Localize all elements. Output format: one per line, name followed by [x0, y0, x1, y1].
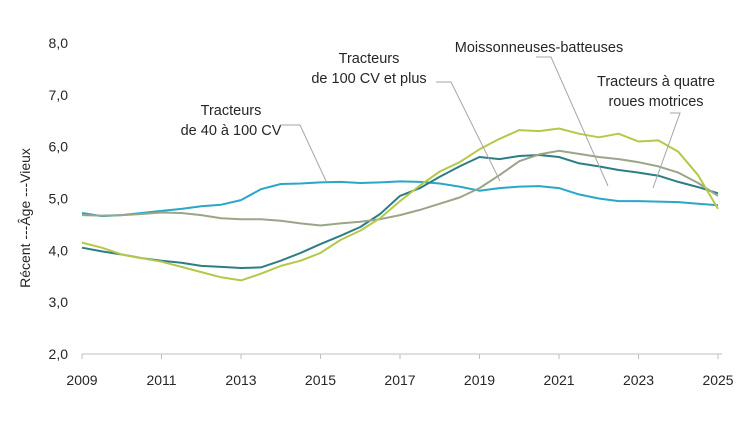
annotation-text: Tracteurs — [339, 51, 400, 67]
series-lines — [81, 127, 719, 282]
annotation-text: de 40 à 100 CV — [181, 123, 282, 139]
annotation-leader-line — [436, 81, 501, 182]
series-line-4 — [81, 127, 719, 282]
annotation-text: Tracteurs à quatre — [597, 74, 715, 90]
series-line-2 — [81, 154, 719, 269]
annotation-text: de 100 CV et plus — [311, 71, 426, 87]
y-tick-label: 2,0 — [49, 346, 69, 362]
annotation-1: Tracteurs de 40 à 100 CV — [181, 103, 327, 182]
x-tick-label: 2021 — [543, 372, 574, 388]
annotation-text: Tracteurs — [201, 103, 262, 119]
annotation-text: roues motrices — [608, 94, 703, 110]
series-annotations: Tracteurs de 40 à 100 CV Tracteurs de 100 C… — [181, 40, 715, 189]
x-tick-label: 2025 — [702, 372, 733, 388]
x-tick-label: 2015 — [305, 372, 336, 388]
annotation-leader-line — [652, 112, 681, 189]
y-tick-label: 3,0 — [49, 294, 69, 310]
y-tick-label: 6,0 — [49, 139, 69, 155]
y-tick-label: 7,0 — [49, 87, 69, 103]
x-axis-ticks: 2009 2011 2013 2015 2017 2019 2021 2023 2025 — [66, 354, 734, 388]
annotation-leader-line — [536, 56, 609, 187]
x-tick-label: 2019 — [464, 372, 495, 388]
annotation-leader-line — [280, 124, 327, 182]
x-tick-label: 2017 — [384, 372, 415, 388]
y-tick-label: 8,0 — [49, 35, 69, 51]
x-tick-label: 2023 — [623, 372, 654, 388]
series-line-1 — [81, 180, 719, 218]
y-tick-label: 5,0 — [49, 191, 69, 207]
annotation-3: Moissonneuses-batteuses — [455, 40, 623, 187]
annotation-text: Moissonneuses-batteuses — [455, 40, 623, 56]
annotation-4: Tracteurs à quatre roues motrices — [597, 74, 715, 189]
y-axis-ticks: 2,0 3,0 4,0 5,0 6,0 7,0 8,0 — [49, 35, 69, 362]
y-axis-label: Récent ---Âge ---Vieux — [17, 148, 33, 288]
y-tick-label: 4,0 — [49, 242, 69, 258]
x-tick-label: 2009 — [66, 372, 97, 388]
annotation-2: Tracteurs de 100 CV et plus — [311, 51, 501, 182]
x-tick-label: 2011 — [146, 372, 176, 388]
x-tick-label: 2013 — [225, 372, 256, 388]
series-line-3 — [81, 149, 719, 227]
